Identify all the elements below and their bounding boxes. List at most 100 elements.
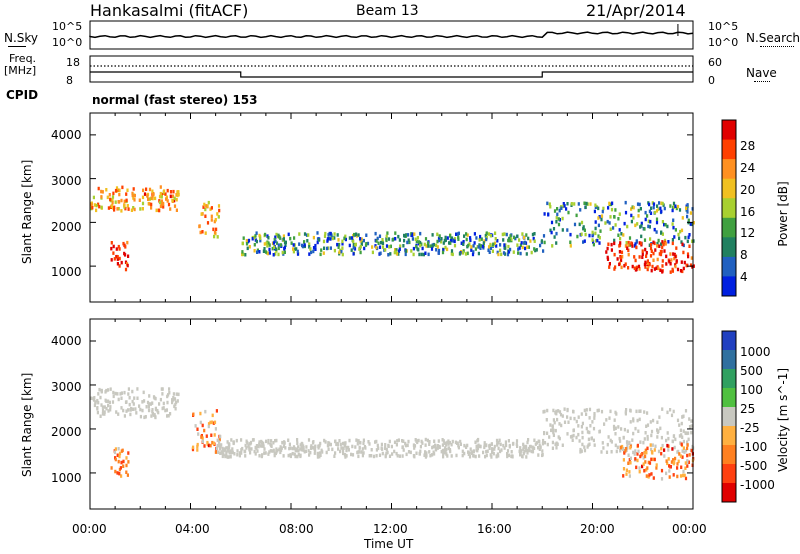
power-cell (360, 237, 363, 241)
power-cell (323, 246, 326, 250)
power-cell (671, 269, 674, 273)
velocity-cell (621, 444, 624, 449)
velocity-cell (538, 447, 541, 451)
velocity-cell (101, 412, 104, 416)
velocity-cell (441, 443, 444, 447)
velocity-cell (272, 441, 275, 445)
power-cell (533, 247, 536, 251)
velocity-cell (642, 462, 645, 466)
power-cell (681, 216, 684, 220)
velocity-cell (652, 457, 655, 462)
power-cell (457, 231, 460, 236)
power-cell (602, 206, 605, 211)
velocity-cell (120, 391, 123, 395)
power-cell (111, 198, 114, 202)
velocity-cell (213, 420, 217, 425)
power-cell (499, 248, 502, 253)
power-cell (422, 252, 425, 257)
power-cell (681, 269, 684, 274)
power-cell (308, 242, 311, 246)
power-cell (298, 232, 301, 236)
power-cell (686, 214, 689, 219)
velocity-cell (636, 458, 639, 463)
power-cell (258, 250, 261, 254)
nave-tick-top: 60 (708, 56, 722, 69)
power-cell (578, 222, 581, 227)
power-cell (375, 239, 378, 243)
velocity-cell (444, 446, 447, 450)
velocity-cell (687, 460, 690, 464)
power-cell (160, 199, 163, 203)
velocity-cell (358, 450, 361, 454)
power-cell (247, 238, 251, 243)
velocity-cell (215, 446, 219, 451)
power-cell (485, 237, 488, 242)
power-cell (138, 198, 141, 202)
velocity-cell (196, 442, 199, 447)
velocity-cell (663, 448, 666, 452)
power-cell (580, 220, 584, 225)
power-cell (501, 232, 504, 237)
velocity-cell (240, 451, 243, 455)
power-cell (206, 204, 209, 208)
velocity-cell (348, 438, 351, 443)
power-cell (647, 219, 650, 224)
velocity-cell (488, 443, 492, 448)
velocity-cell (395, 451, 398, 456)
power-cell (132, 206, 135, 210)
power-cell (125, 198, 128, 203)
power-cell (595, 239, 598, 243)
velocity-cell (308, 453, 311, 457)
power-cell (296, 249, 299, 254)
velocity-cell (376, 443, 379, 448)
power-cell (245, 239, 248, 243)
power-cell (293, 247, 296, 251)
power-cell (686, 252, 690, 256)
velocity-cell (634, 449, 637, 453)
power-cell (323, 234, 327, 238)
power-cell (124, 245, 127, 249)
power-cell (326, 246, 329, 251)
power-cell (132, 196, 135, 200)
power-cell (483, 239, 486, 243)
velocity-cell (267, 441, 270, 445)
velocity-cell (633, 452, 636, 456)
velocity-cell (531, 446, 534, 450)
velocity-cell (398, 454, 401, 458)
power-cell (352, 252, 355, 256)
power-cell (117, 244, 120, 249)
power-cell (553, 235, 556, 239)
power-cell (555, 241, 558, 245)
power-cell (487, 248, 490, 252)
power-cell (665, 262, 668, 266)
velocity-cell (619, 439, 622, 443)
velocity-cell (117, 397, 120, 402)
velocity-cell (96, 410, 99, 415)
velocity-cell (280, 446, 283, 450)
power-cell (533, 239, 536, 243)
velocity-cell (527, 438, 530, 442)
velocity-cell (141, 400, 144, 404)
power-cell (482, 241, 485, 245)
power-cell (585, 201, 588, 206)
velocity-cell (419, 449, 422, 454)
velocity-cell (554, 442, 557, 446)
velocity-cell (680, 433, 683, 437)
power-cell (635, 265, 638, 270)
velocity-cbtick-5: -100 (740, 440, 768, 454)
velocity-cell (524, 445, 528, 449)
power-cell (673, 235, 676, 239)
velocity-cell (159, 397, 162, 402)
power-cell (617, 233, 620, 237)
power-cell (92, 195, 95, 200)
power-cell (646, 259, 649, 263)
power-cell (97, 186, 100, 191)
velocity-cell (681, 435, 684, 439)
power-cell (242, 252, 245, 257)
velocity-cell (114, 457, 117, 462)
velocity-cell (94, 401, 97, 405)
power-cell (150, 206, 153, 210)
velocity-cell (475, 444, 478, 449)
power-cell (385, 244, 389, 248)
power-cell (148, 202, 151, 206)
